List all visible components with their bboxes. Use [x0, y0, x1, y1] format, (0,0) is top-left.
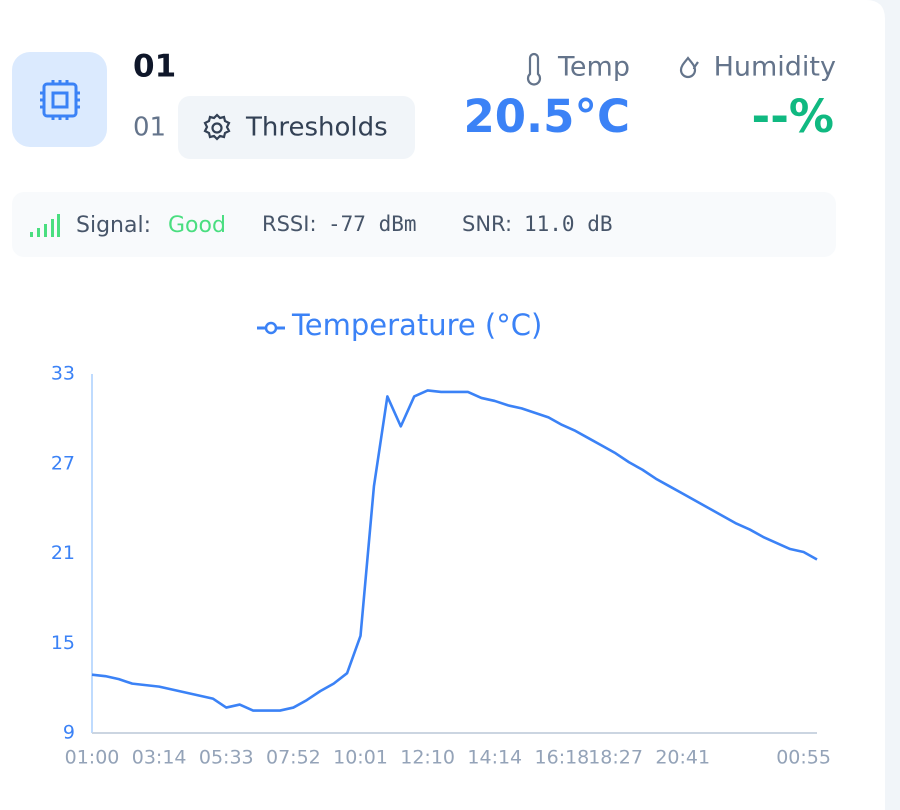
- x-tick-label: 03:14: [132, 747, 187, 769]
- chip-icon: [40, 80, 80, 120]
- x-tick-label: 10:01: [333, 747, 388, 769]
- temp-value: 20.5°C: [463, 90, 630, 143]
- x-tick-label: 05:33: [199, 747, 254, 769]
- signal-icon: [30, 214, 60, 237]
- snr-label: SNR:: [462, 212, 512, 236]
- device-icon-box: [12, 52, 107, 147]
- humidity-label: Humidity: [714, 52, 836, 83]
- x-tick-label: 18:27: [588, 747, 643, 769]
- temp-label: Temp: [557, 52, 630, 83]
- x-tick-label: 00:55: [776, 747, 831, 769]
- signal-quality: Good: [168, 213, 226, 238]
- gear-icon: [203, 113, 231, 141]
- device-id: 01: [133, 113, 166, 143]
- thresholds-button[interactable]: [178, 96, 415, 159]
- device-name: 01: [133, 49, 176, 85]
- x-tick-label: 14:14: [467, 747, 522, 769]
- y-tick-label: 9: [63, 722, 75, 744]
- humidity-icon: [679, 56, 699, 79]
- y-tick-label: 33: [51, 363, 75, 385]
- x-tick-label: 20:41: [655, 747, 710, 769]
- humidity-value: --%: [752, 90, 834, 143]
- legend-label: Temperature (°C): [291, 308, 542, 342]
- temperature-line: [91, 389, 818, 712]
- temperature-chart: 9 15 21 27 33 01:00 03:14 05:33 07:52 10:01 12:10 1…: [51, 308, 831, 769]
- thermometer-icon: [526, 52, 542, 86]
- signal-label: Signal:: [76, 213, 151, 238]
- rssi-value: -77 dBm: [328, 212, 417, 236]
- y-tick-label: 15: [51, 632, 75, 654]
- x-tick-label: 07:52: [266, 747, 321, 769]
- legend-marker: [264, 321, 278, 335]
- y-tick-label: 27: [51, 452, 75, 474]
- x-tick-label: 01:00: [65, 747, 120, 769]
- y-tick-label: 21: [51, 542, 75, 564]
- thresholds-label[interactable]: Thresholds: [245, 113, 388, 143]
- x-tick-label: 16:18: [535, 747, 590, 769]
- rssi-label: RSSI:: [262, 212, 317, 236]
- snr-value: 11.0 dB: [524, 212, 613, 236]
- signal-bar: [12, 192, 836, 257]
- x-tick-label: 12:10: [400, 747, 455, 769]
